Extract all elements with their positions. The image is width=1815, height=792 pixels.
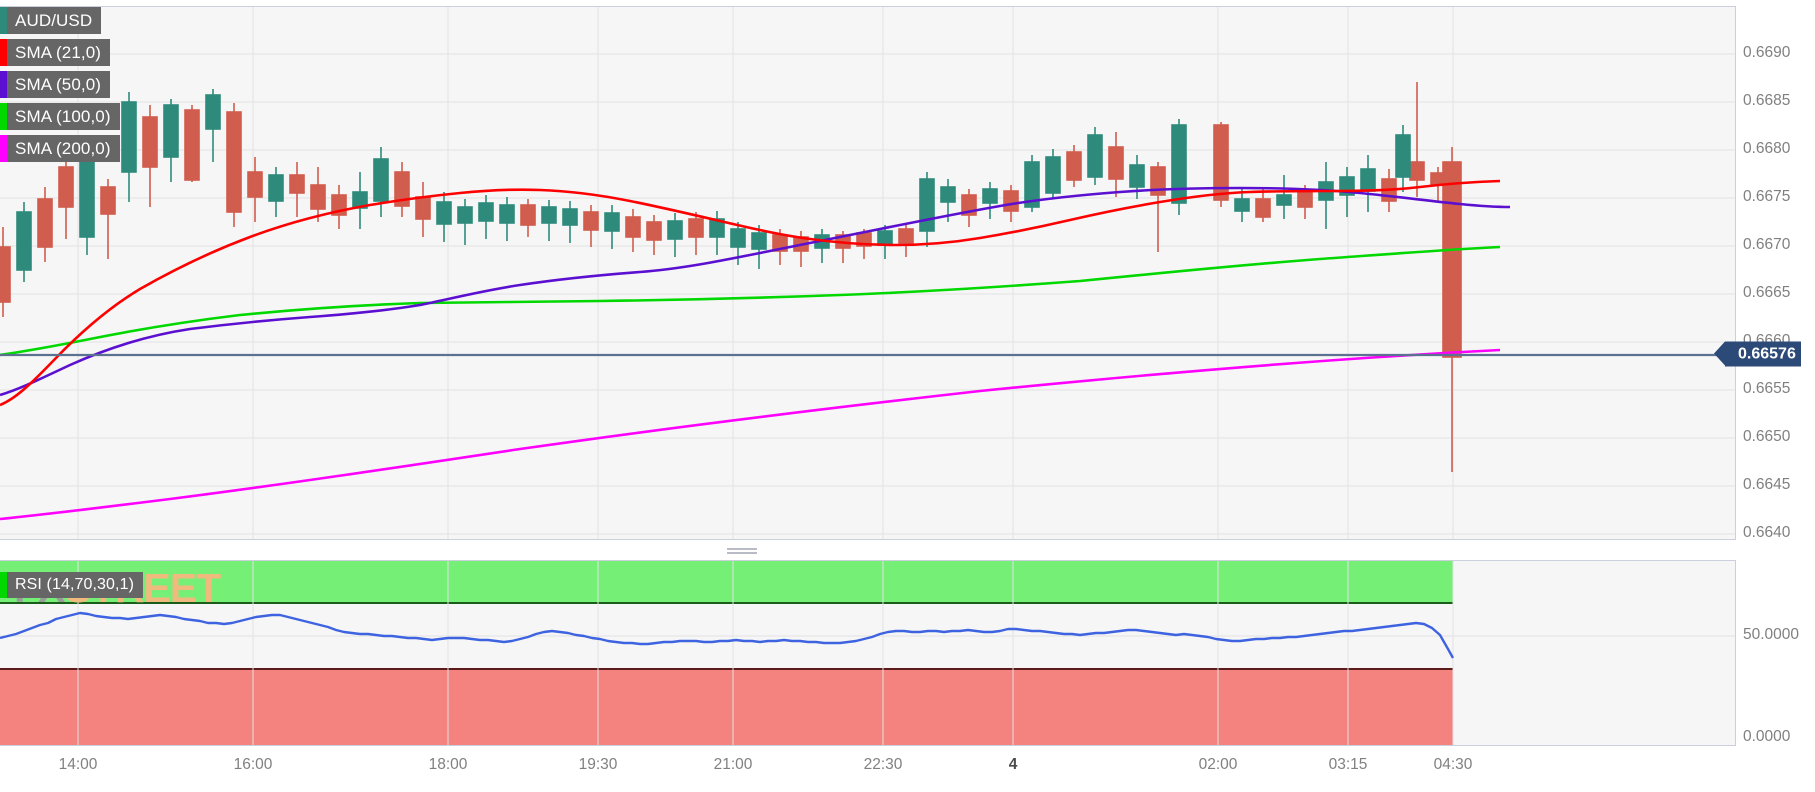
sma-100-line — [0, 245, 1501, 357]
sma-200-color-swatch — [0, 135, 7, 162]
price-tick: 0.6690 — [1743, 44, 1791, 61]
rsi-color-swatch — [0, 572, 7, 598]
rsi-tick: 50.0000 — [1743, 626, 1800, 643]
time-tick: 22:30 — [863, 756, 903, 773]
time-tick: 02:00 — [1198, 756, 1238, 773]
time-tick: 19:30 — [578, 756, 618, 773]
time-tick: 14:00 — [58, 756, 98, 773]
sma-50-line — [0, 186, 1511, 397]
chart-legend: AUD/USD SMA (21,0) SMA (50,0) SMA (100,0… — [0, 7, 120, 167]
price-tick: 0.6685 — [1743, 92, 1791, 109]
time-tick: 18:00 — [428, 756, 468, 773]
pane-resize-grip[interactable] — [727, 546, 757, 556]
rsi-overbought-band — [0, 561, 1453, 603]
sma-200-label: SMA (200,0) — [7, 135, 120, 162]
price-tick: 0.6645 — [1743, 476, 1791, 493]
legend-item-instrument[interactable]: AUD/USD — [0, 7, 120, 34]
price-tick: 0.6675 — [1743, 188, 1791, 205]
price-axis[interactable]: 0.6690 0.6685 0.6680 0.6675 0.6670 0.666… — [1714, 6, 1815, 541]
rsi-label: RSI (14,70,30,1) — [7, 572, 143, 598]
time-axis[interactable]: 14:00 16:00 18:00 19:30 21:00 22:30 4 02… — [0, 748, 1815, 792]
price-tick: 0.6655 — [1743, 380, 1791, 397]
legend-item-sma-21[interactable]: SMA (21,0) — [0, 39, 120, 66]
rsi-oversold-band — [0, 669, 1453, 745]
grip-line — [727, 548, 757, 550]
sma-200-line — [0, 348, 1501, 521]
time-tick-day: 4 — [1008, 756, 1018, 773]
sma-21-color-swatch — [0, 39, 7, 66]
current-price-badge[interactable]: 0.66576 — [1714, 341, 1801, 367]
rsi-gridlines — [0, 561, 1735, 745]
rsi-plot-svg — [0, 561, 1735, 745]
sma-100-label: SMA (100,0) — [7, 103, 120, 130]
time-tick: 16:00 — [233, 756, 273, 773]
price-tick: 0.6650 — [1743, 428, 1791, 445]
grip-line — [727, 552, 757, 554]
price-tick: 0.6680 — [1743, 140, 1791, 157]
sma-50-label: SMA (50,0) — [7, 71, 111, 98]
price-tick: 0.6670 — [1743, 236, 1791, 253]
instrument-label: AUD/USD — [7, 7, 102, 34]
vertical-gridlines — [77, 7, 1454, 539]
sma-100-color-swatch — [0, 103, 7, 130]
time-tick: 03:15 — [1328, 756, 1368, 773]
rsi-tick: 0.0000 — [1743, 728, 1791, 745]
rsi-axis[interactable]: 50.0000 0.0000 — [1737, 560, 1815, 746]
rsi-chart-pane[interactable] — [0, 560, 1736, 746]
sma-21-label: SMA (21,0) — [7, 39, 111, 66]
time-tick: 04:30 — [1433, 756, 1473, 773]
legend-item-sma-100[interactable]: SMA (100,0) — [0, 103, 120, 130]
sma-50-color-swatch — [0, 71, 7, 98]
instrument-color-swatch — [0, 7, 7, 34]
legend-item-sma-50[interactable]: SMA (50,0) — [0, 71, 120, 98]
price-tick: 0.6665 — [1743, 284, 1791, 301]
sma-21-line — [0, 179, 1501, 407]
price-plot-svg — [0, 7, 1735, 539]
legend-item-sma-200[interactable]: SMA (200,0) — [0, 135, 120, 162]
candlestick-series — [0, 82, 1462, 472]
price-chart-pane[interactable] — [0, 6, 1736, 540]
rsi-legend[interactable]: RSI (14,70,30,1) — [0, 572, 143, 598]
price-tick: 0.6640 — [1743, 524, 1791, 541]
time-tick: 21:00 — [713, 756, 753, 773]
rsi-line — [0, 611, 1455, 659]
